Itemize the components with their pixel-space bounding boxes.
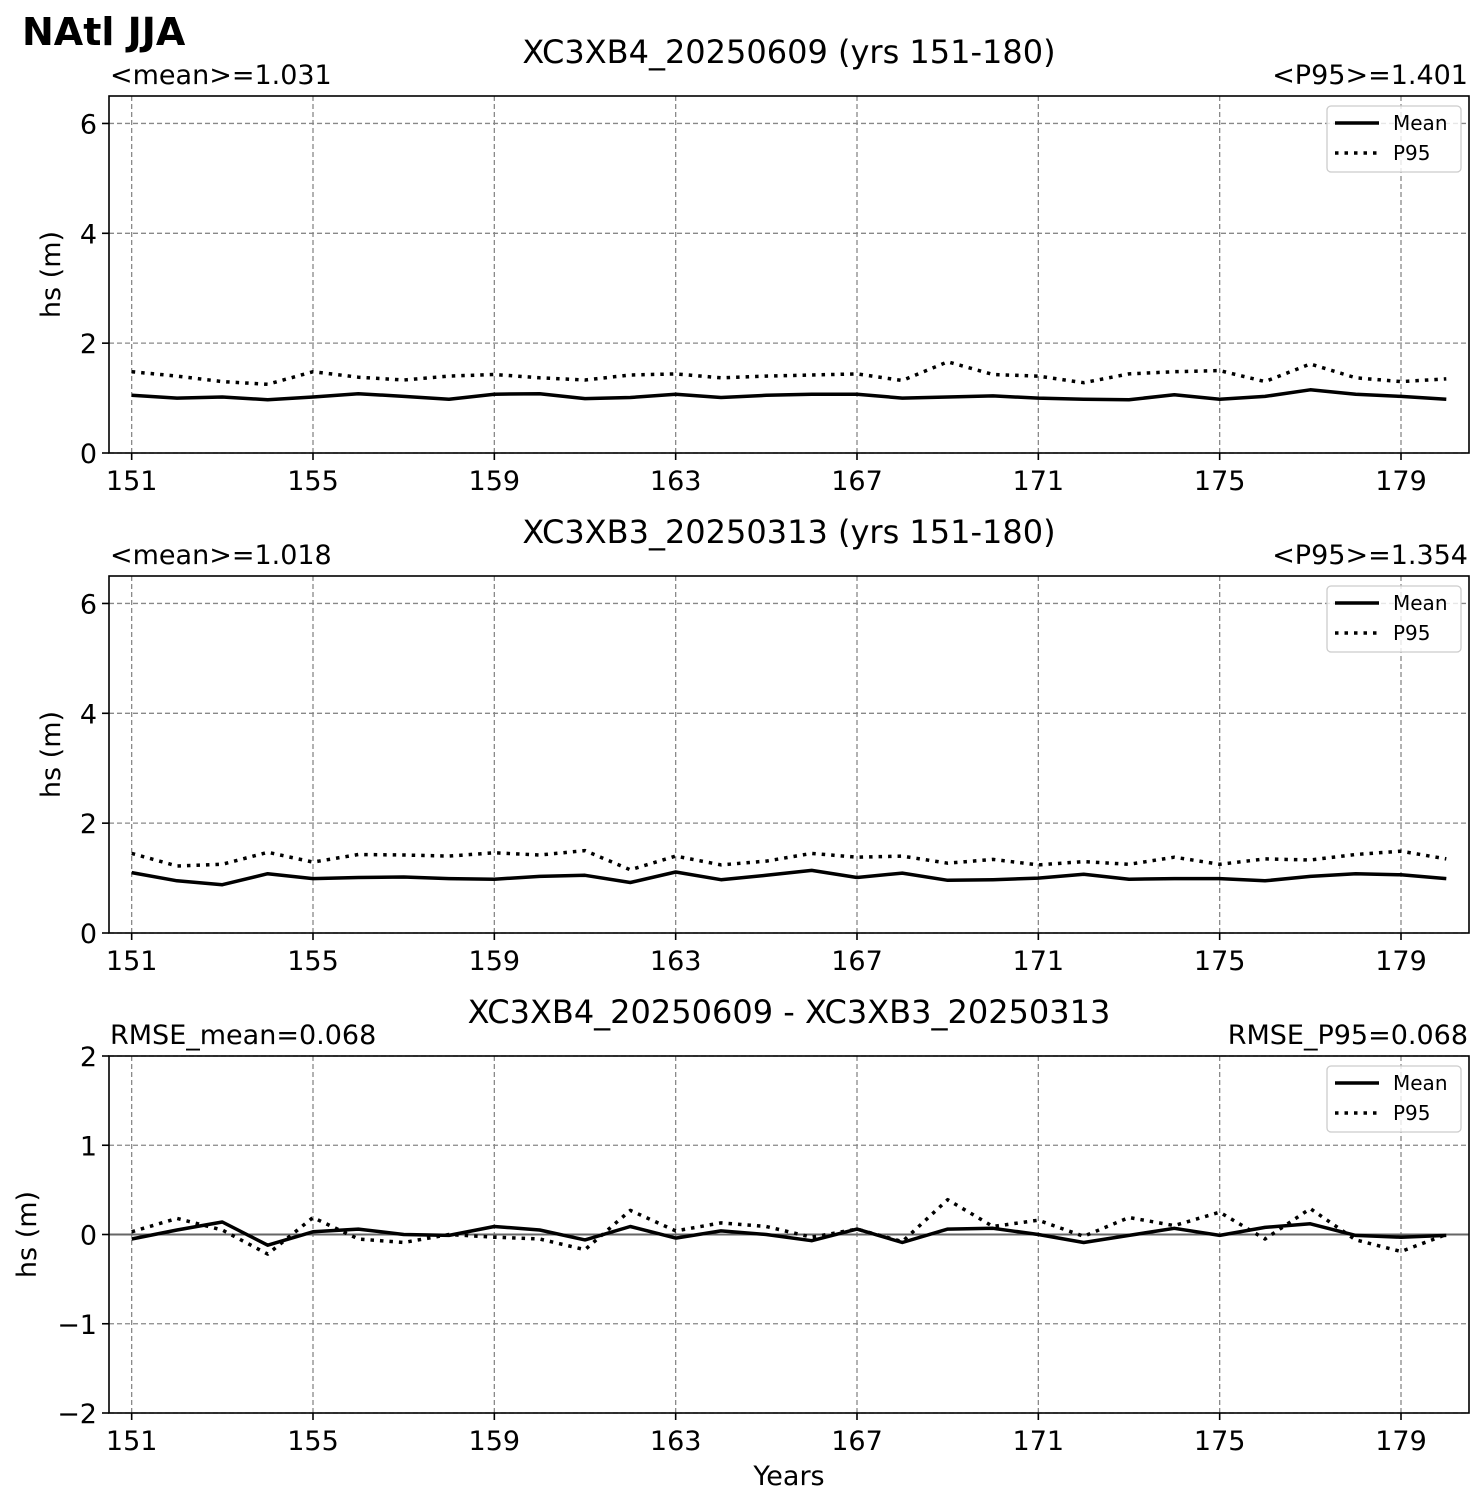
y-tick-label: −2 [57, 1399, 97, 1430]
legend-label-p95: P95 [1393, 141, 1431, 165]
x-tick-label: 151 [106, 1426, 158, 1457]
y-tick-label: 1 [80, 1131, 97, 1162]
x-tick-label: 175 [1194, 946, 1246, 977]
y-tick-label: 4 [80, 219, 97, 250]
panel-title: XC3XB4_20250609 (yrs 151-180) [522, 33, 1055, 71]
right-annotation: <P95>=1.401 [1272, 60, 1468, 91]
y-tick-label: 2 [80, 1042, 97, 1073]
panel-title: XC3XB4_20250609 - XC3XB3_20250313 [468, 993, 1111, 1031]
axes-frame [108, 575, 1470, 934]
x-tick-label: 163 [650, 1426, 702, 1457]
x-tick-label: 155 [287, 1426, 339, 1457]
right-annotation: <P95>=1.354 [1272, 540, 1468, 571]
x-tick-label: 163 [650, 946, 702, 977]
x-tick-label: 155 [287, 946, 339, 977]
series-line-p95 [131, 360, 1447, 387]
y-axis-label: hs (m) [36, 231, 67, 318]
legend: Mean P95 [1326, 105, 1462, 173]
x-tick-label: 155 [287, 466, 339, 497]
legend-label-p95: P95 [1393, 1101, 1431, 1125]
panel-title: XC3XB3_20250313 (yrs 151-180) [522, 513, 1055, 551]
x-tick-label: 179 [1375, 946, 1427, 977]
x-tick-label: 159 [469, 946, 521, 977]
y-tick-label: 0 [80, 439, 97, 470]
x-tick-label: 159 [469, 1426, 521, 1457]
x-tick-label: 175 [1194, 466, 1246, 497]
series-line-mean [131, 868, 1447, 887]
legend-label-mean: Mean [1393, 1071, 1448, 1095]
x-tick-label: 175 [1194, 1426, 1246, 1457]
x-tick-label: 167 [831, 1426, 883, 1457]
chart-panel-3: 151 155 159 163 167 171 175 179 −2 −1 0 1 2 hs (m) Yea… [12, 993, 1470, 1492]
legend-label-mean: Mean [1393, 111, 1448, 135]
y-axis-label: hs (m) [12, 1191, 43, 1278]
x-tick-label: 171 [1013, 946, 1065, 977]
axes-frame [108, 95, 1470, 454]
legend: Mean P95 [1326, 1065, 1462, 1133]
y-tick-label: 6 [80, 589, 97, 620]
y-tick-label: 2 [80, 329, 97, 360]
left-annotation: RMSE_mean=0.068 [110, 1020, 376, 1051]
x-tick-label: 171 [1013, 1426, 1065, 1457]
y-axis-label: hs (m) [36, 711, 67, 798]
y-tick-label: 0 [80, 1221, 97, 1252]
x-tick-label: 179 [1375, 466, 1427, 497]
x-tick-label: 171 [1013, 466, 1065, 497]
legend-label-p95: P95 [1393, 621, 1431, 645]
panels: 151 155 159 163 167 171 175 179 0 2 4 6 hs (m) XC3XB4… [12, 33, 1470, 1492]
legend-label-mean: Mean [1393, 591, 1448, 615]
y-tick-label: 4 [80, 699, 97, 730]
x-tick-label: 179 [1375, 1426, 1427, 1457]
chart-panel-2: 151 155 159 163 167 171 175 179 0 2 4 6 hs (m) XC3XB3… [36, 513, 1470, 977]
left-annotation: <mean>=1.031 [110, 60, 332, 91]
x-tick-label: 151 [106, 946, 158, 977]
x-tick-label: 167 [831, 466, 883, 497]
chart-panel-1: 151 155 159 163 167 171 175 179 0 2 4 6 hs (m) XC3XB4… [36, 33, 1470, 497]
figure-title: NAtl JJA [22, 10, 186, 54]
y-tick-label: 2 [80, 809, 97, 840]
x-tick-label: 159 [469, 466, 521, 497]
x-tick-label: 167 [831, 946, 883, 977]
x-tick-label: 163 [650, 466, 702, 497]
y-tick-label: −1 [57, 1310, 97, 1341]
y-tick-label: 6 [80, 109, 97, 140]
series-line-mean [131, 1220, 1447, 1247]
series-line-mean [131, 388, 1447, 402]
left-annotation: <mean>=1.018 [110, 540, 332, 571]
x-tick-label: 151 [106, 466, 158, 497]
y-tick-label: 0 [80, 919, 97, 950]
x-axis-label: Years [752, 1461, 824, 1492]
right-annotation: RMSE_P95=0.068 [1228, 1020, 1468, 1051]
legend: Mean P95 [1326, 585, 1462, 653]
